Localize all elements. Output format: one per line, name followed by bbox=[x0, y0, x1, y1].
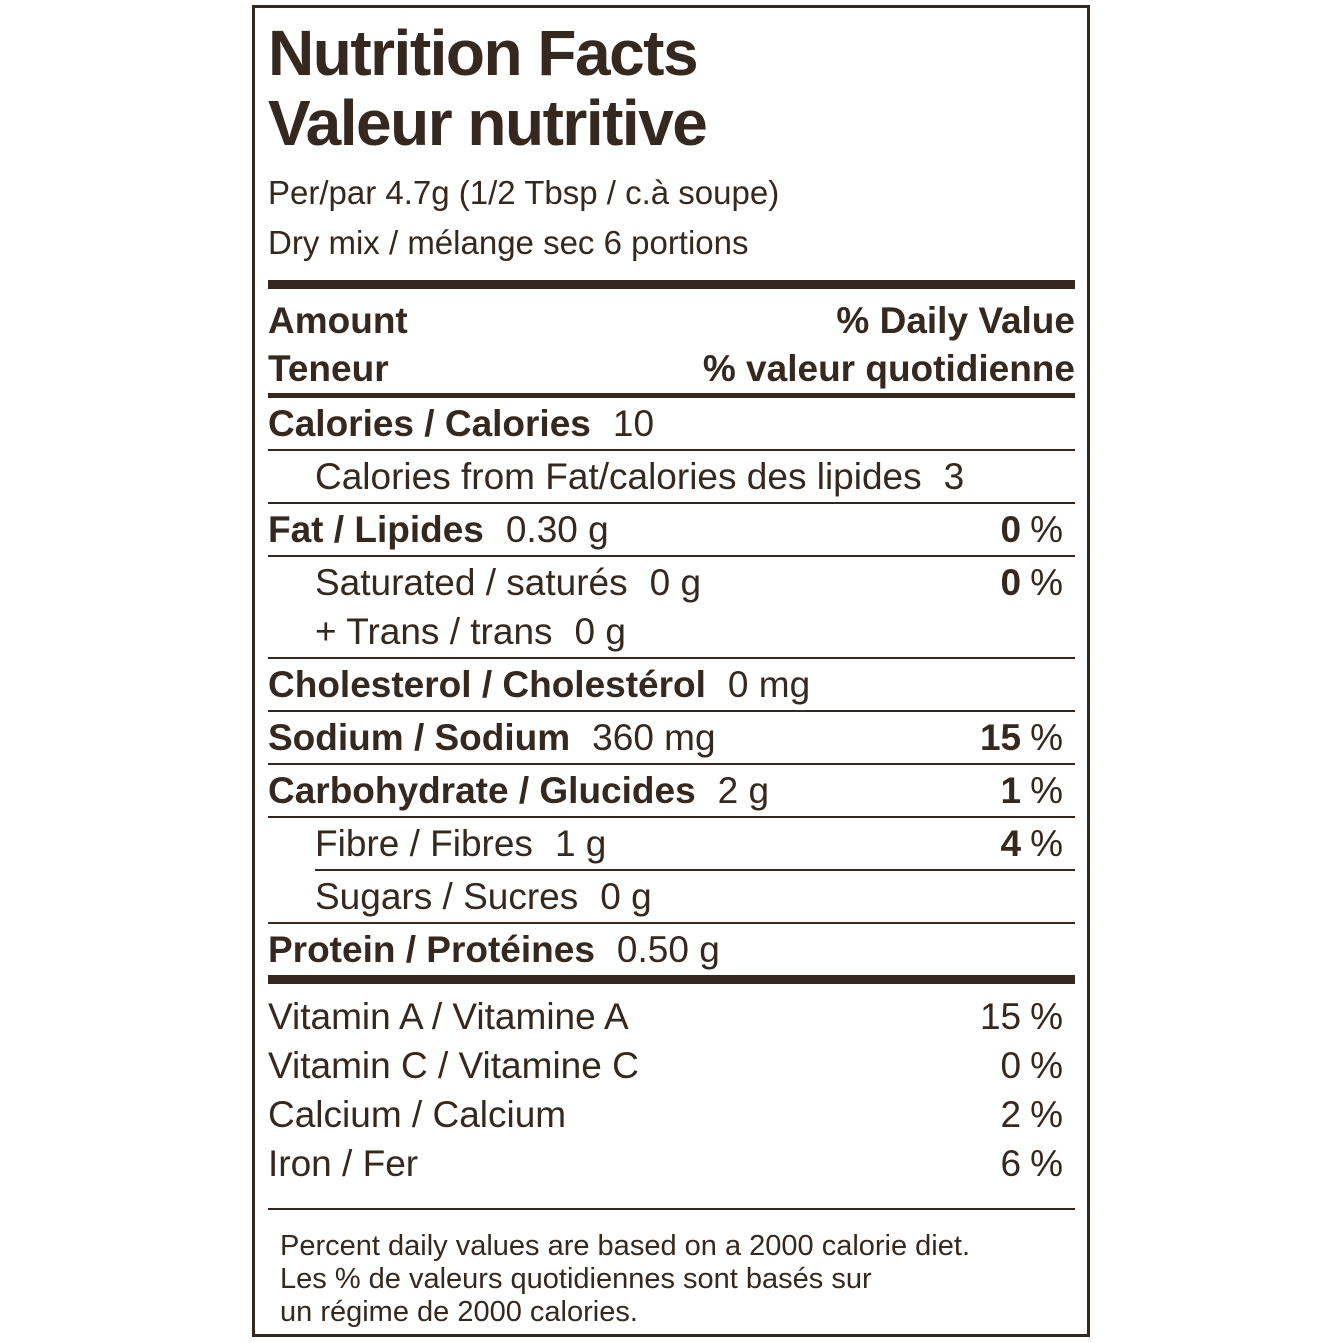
daily-value: 0% bbox=[1000, 509, 1063, 550]
serving-size-line: Per/par 4.7g (1/2 Tbsp / c.à soupe) bbox=[268, 174, 780, 211]
percent-sign: % bbox=[1030, 823, 1063, 864]
nutrient-amount: 0 g bbox=[574, 611, 626, 652]
footnote-line: Les % de valeurs quotidiennes sont basés… bbox=[280, 1263, 872, 1295]
nutrient-name: Saturated / saturés bbox=[315, 562, 628, 603]
rule bbox=[268, 502, 1075, 504]
percent-sign: % bbox=[1030, 1143, 1063, 1184]
calcium-row: Calcium / Calcium 2% bbox=[268, 1090, 1075, 1139]
rule bbox=[268, 816, 1075, 818]
footnote-rule bbox=[268, 1208, 1075, 1210]
servings-per-container-line: Dry mix / mélange sec 6 portions bbox=[268, 224, 749, 261]
protein-row: Protein / Protéines 0.50 g bbox=[268, 924, 1075, 975]
nutrient-name: Calories / Calories bbox=[268, 403, 591, 444]
sodium-row: Sodium / Sodium 360 mg 15% bbox=[268, 712, 1075, 763]
nutrient-name: Vitamin C / Vitamine C bbox=[268, 1045, 639, 1086]
carbohydrate-row: Carbohydrate / Glucides 2 g 1% bbox=[268, 765, 1075, 816]
serving-info: Per/par 4.7g (1/2 Tbsp / c.à soupe) Dry … bbox=[268, 168, 1075, 268]
nutrient-amount: 0 g bbox=[649, 562, 702, 603]
daily-value: 1% bbox=[1000, 770, 1063, 811]
daily-value: 15% bbox=[979, 996, 1063, 1037]
daily-value-label-fr: % valeur quotidienne bbox=[702, 348, 1075, 389]
thick-separator-bar bbox=[268, 975, 1075, 984]
nutrient-name: Cholesterol / Cholestérol bbox=[268, 664, 706, 705]
trans-fat-row: + Trans / trans 0 g bbox=[268, 607, 1075, 657]
footnote: Percent daily values are based on a 2000… bbox=[268, 1210, 1075, 1329]
fibre-row: Fibre / Fibres 1 g 4% bbox=[268, 818, 1075, 869]
percent-sign: % bbox=[1030, 717, 1063, 758]
thick-separator-bar bbox=[268, 280, 1075, 289]
percent-sign: % bbox=[1030, 996, 1063, 1037]
percent-sign: % bbox=[1030, 1094, 1063, 1135]
rule bbox=[268, 763, 1075, 765]
daily-value: 0% bbox=[1000, 562, 1063, 603]
nutrient-amount: 360 mg bbox=[592, 717, 716, 758]
calories-from-fat-row: Calories from Fat/calories des lipides 3 bbox=[268, 451, 1075, 502]
nutrient-name: Calories from Fat/calories des lipides bbox=[315, 456, 922, 497]
rule bbox=[268, 657, 1075, 659]
percent-sign: % bbox=[1030, 562, 1063, 603]
footnote-line: Percent daily values are based on a 2000… bbox=[280, 1230, 970, 1262]
nutrient-name: Vitamin A / Vitamine A bbox=[268, 996, 629, 1037]
medium-rule bbox=[268, 393, 1075, 398]
amount-daily-value-header: Amount % Daily Value Teneur % valeur quo… bbox=[268, 289, 1075, 393]
rule bbox=[268, 555, 1075, 557]
micronutrients-section: Vitamin A / Vitamine A 15% Vitamin C / V… bbox=[268, 984, 1075, 1188]
nutrient-amount: 0 g bbox=[600, 876, 652, 917]
fat-row: Fat / Lipides 0.30 g 0% bbox=[268, 504, 1075, 555]
daily-value: 0% bbox=[1000, 1045, 1063, 1086]
title-english: Nutrition Facts bbox=[268, 17, 699, 89]
indented-rule bbox=[315, 869, 1075, 871]
sugars-row: Sugars / Sucres 0 g bbox=[268, 871, 1075, 922]
nutrient-amount: 2 g bbox=[717, 770, 770, 811]
calories-row: Calories / Calories 10 bbox=[268, 398, 1075, 449]
title-french: Valeur nutritive bbox=[268, 87, 708, 159]
nutrient-name: Iron / Fer bbox=[268, 1143, 419, 1184]
rule bbox=[268, 449, 1075, 451]
nutrient-amount: 1 g bbox=[554, 823, 607, 864]
nutrient-amount: 0.30 g bbox=[505, 509, 609, 550]
nutrient-name: Sugars / Sucres bbox=[315, 876, 579, 917]
saturated-fat-row: Saturated / saturés 0 g 0% bbox=[268, 557, 1075, 607]
amount-label-en: Amount bbox=[268, 300, 408, 341]
daily-value: 15% bbox=[979, 717, 1063, 758]
nutrient-name: Sodium / Sodium bbox=[268, 717, 571, 758]
nutrient-amount: 3 bbox=[943, 456, 965, 497]
vitamin-a-row: Vitamin A / Vitamine A 15% bbox=[268, 992, 1075, 1041]
rule bbox=[268, 710, 1075, 712]
nutrition-facts-label: Nutrition Facts Valeur nutritive Per/par… bbox=[252, 5, 1090, 1337]
percent-sign: % bbox=[1030, 509, 1063, 550]
nutrient-name: Fibre / Fibres bbox=[315, 823, 533, 864]
percent-sign: % bbox=[1030, 770, 1063, 811]
vitamin-c-row: Vitamin C / Vitamine C 0% bbox=[268, 1041, 1075, 1090]
nutrient-amount: 10 bbox=[612, 403, 655, 444]
cholesterol-row: Cholesterol / Cholestérol 0 mg bbox=[268, 659, 1075, 710]
percent-sign: % bbox=[1030, 1045, 1063, 1086]
footnote-line: un régime de 2000 calories. bbox=[280, 1296, 638, 1328]
amount-label-fr: Teneur bbox=[268, 348, 389, 389]
nutrient-amount: 0.50 g bbox=[616, 929, 720, 970]
daily-value-label-en: % Daily Value bbox=[836, 300, 1075, 341]
header-row-english: Amount % Daily Value bbox=[268, 297, 1075, 345]
nutrient-name: Fat / Lipides bbox=[268, 509, 484, 550]
nutrient-name: Calcium / Calcium bbox=[268, 1094, 567, 1135]
rule bbox=[268, 922, 1075, 924]
nutrient-name: Protein / Protéines bbox=[268, 929, 595, 970]
nutrient-name: Carbohydrate / Glucides bbox=[268, 770, 696, 811]
nutrient-amount: 0 mg bbox=[727, 664, 811, 705]
iron-row: Iron / Fer 6% bbox=[268, 1139, 1075, 1188]
daily-value: 6% bbox=[1000, 1143, 1063, 1184]
daily-value: 4% bbox=[1000, 823, 1063, 864]
daily-value: 2% bbox=[1000, 1094, 1063, 1135]
header-row-french: Teneur % valeur quotidienne bbox=[268, 345, 1075, 393]
nutrient-name: + Trans / trans bbox=[315, 611, 553, 652]
